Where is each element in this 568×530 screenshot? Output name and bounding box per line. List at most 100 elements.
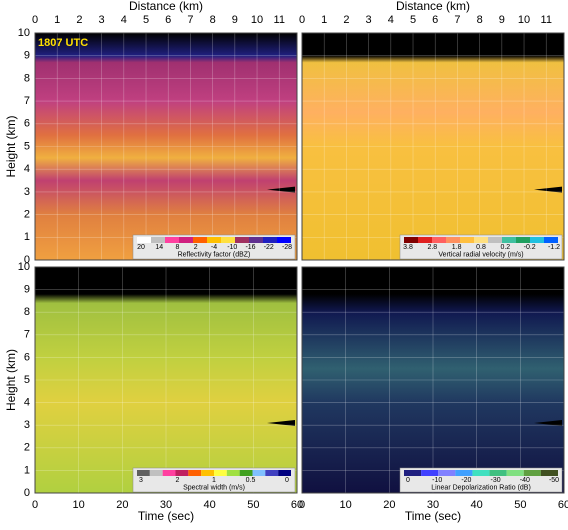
colorbar-swatch [239, 470, 253, 476]
y-tick-label: 3 [24, 419, 30, 431]
x-tick-label: 20 [116, 499, 128, 511]
colorbar-swatch [162, 470, 176, 476]
colorbar-swatch [530, 237, 544, 243]
x-tick-label: 40 [204, 499, 216, 511]
colorbar-swatch [432, 237, 446, 243]
colorbar-tick-label: -40 [520, 477, 530, 484]
y-tick-label: 1 [24, 231, 30, 243]
x-tick-label: 0 [32, 14, 38, 26]
x-tick-label: 3 [99, 14, 105, 26]
x-tick-label: 7 [454, 14, 460, 26]
x-tick-label: 10 [518, 14, 530, 26]
y-tick-label: 9 [24, 284, 30, 296]
panel-frame [301, 266, 565, 494]
colorbar-tick-label: -1.2 [548, 244, 560, 251]
colorbar-swatch [193, 237, 207, 243]
echo-streak [267, 419, 295, 426]
colorbar-swatch [252, 470, 266, 476]
colorbar-swatch [460, 237, 474, 243]
colorbar-tick-label: 2.8 [427, 244, 437, 251]
colorbar-swatch [502, 237, 516, 243]
colorbar-swatch [165, 237, 179, 243]
x-tick-label: 5 [143, 14, 149, 26]
colorbar-tick-label: 8 [176, 244, 180, 251]
x-tick-label: 2 [343, 14, 349, 26]
colorbar-tick-label: 0.5 [246, 477, 256, 484]
panel-frame [301, 32, 565, 261]
colorbar-tick-label: 3.8 [403, 244, 413, 251]
colorbar-tick-label: -4 [211, 244, 217, 251]
colorbar-swatch [446, 237, 460, 243]
colorbar-swatch [149, 470, 163, 476]
y-tick-label: 2 [24, 442, 30, 454]
x-axis-title: Time (sec) [138, 509, 194, 523]
colorbar-swatch [455, 470, 473, 476]
annotation: 1807 UTC [38, 37, 88, 49]
x-tick-label: 11 [274, 14, 285, 26]
colorbar: 0 -10 -20 -30 -40 -50 Linear Depolarization Ra… [399, 467, 563, 493]
colorbar-swatch [201, 470, 214, 476]
y-tick-label: 10 [18, 261, 30, 273]
x-tick-label: 4 [388, 14, 394, 26]
x-tick-label: 60 [558, 499, 568, 511]
colorbar-tick-label: -0.2 [524, 244, 536, 251]
panel-image [35, 267, 297, 493]
colorbar-swatch [207, 237, 221, 243]
x-tick-label: 8 [210, 14, 216, 26]
colorbar-swatch [404, 470, 422, 476]
y-tick-label: 0 [24, 254, 30, 266]
colorbar-swatch [137, 470, 150, 476]
y-tick-label: 2 [24, 209, 30, 221]
x-tick-label: 1 [321, 14, 327, 26]
colorbar-tick-label: 2 [194, 244, 198, 251]
x-tick-label: 5 [410, 14, 416, 26]
panel-frame [34, 266, 298, 494]
colorbar-swatch [265, 470, 279, 476]
x-tick-label: 50 [247, 499, 259, 511]
panel-image [302, 267, 564, 493]
y-tick-label: 5 [24, 374, 30, 386]
y-axis-title: Height (km) [4, 115, 18, 177]
colorbar: 3.8 2.8 1.8 0.8 0.2 -0.2 -1.2 Vertical radial v… [399, 234, 563, 260]
colorbar-tick-label: 14 [155, 244, 163, 251]
colorbar-tick-label: -50 [549, 477, 559, 484]
colorbar-swatch [544, 237, 558, 243]
panel-frame [34, 32, 298, 261]
colorbar-tick-label: 0 [285, 477, 289, 484]
colorbar-tick-label: -28 [282, 244, 292, 251]
colorbar-tick-label: -30 [491, 477, 501, 484]
colorbar-label: Reflectivity factor (dBZ) [178, 251, 251, 258]
x-tick-label: 0 [32, 499, 38, 511]
colorbar-swatch [188, 470, 202, 476]
y-tick-label: 8 [24, 72, 30, 84]
x-tick-label: 3 [366, 14, 372, 26]
y-tick-label: 6 [24, 351, 30, 363]
x-tick-label: 11 [541, 14, 552, 26]
colorbar-tick-label: 0.8 [476, 244, 486, 251]
colorbar-tick-label: 1 [212, 477, 216, 484]
x-tick-label: 1 [54, 14, 60, 26]
echo-streak [534, 419, 562, 426]
colorbar-swatch [472, 470, 490, 476]
y-tick-label: 7 [24, 329, 30, 341]
x-tick-label: 0 [299, 14, 305, 26]
y-tick-label: 1 [24, 464, 30, 476]
panel-image [35, 33, 297, 260]
x-tick-label: 0 [299, 499, 305, 511]
colorbar-swatch [489, 470, 507, 476]
colorbar-tick-label: 2 [176, 477, 180, 484]
x-tick-label: 60 [291, 499, 303, 511]
x-tick-label: 50 [514, 499, 526, 511]
colorbar-swatch [175, 470, 189, 476]
x-tick-label: 6 [432, 14, 438, 26]
y-tick-label: 8 [24, 306, 30, 318]
colorbar-tick-label: 20 [137, 244, 145, 251]
x-tick-label: 7 [187, 14, 193, 26]
echo-streak [534, 186, 562, 193]
colorbar-swatch [506, 470, 524, 476]
colorbar-label: Vertical radial velocity (m/s) [438, 251, 523, 258]
colorbar-swatch [221, 237, 235, 243]
